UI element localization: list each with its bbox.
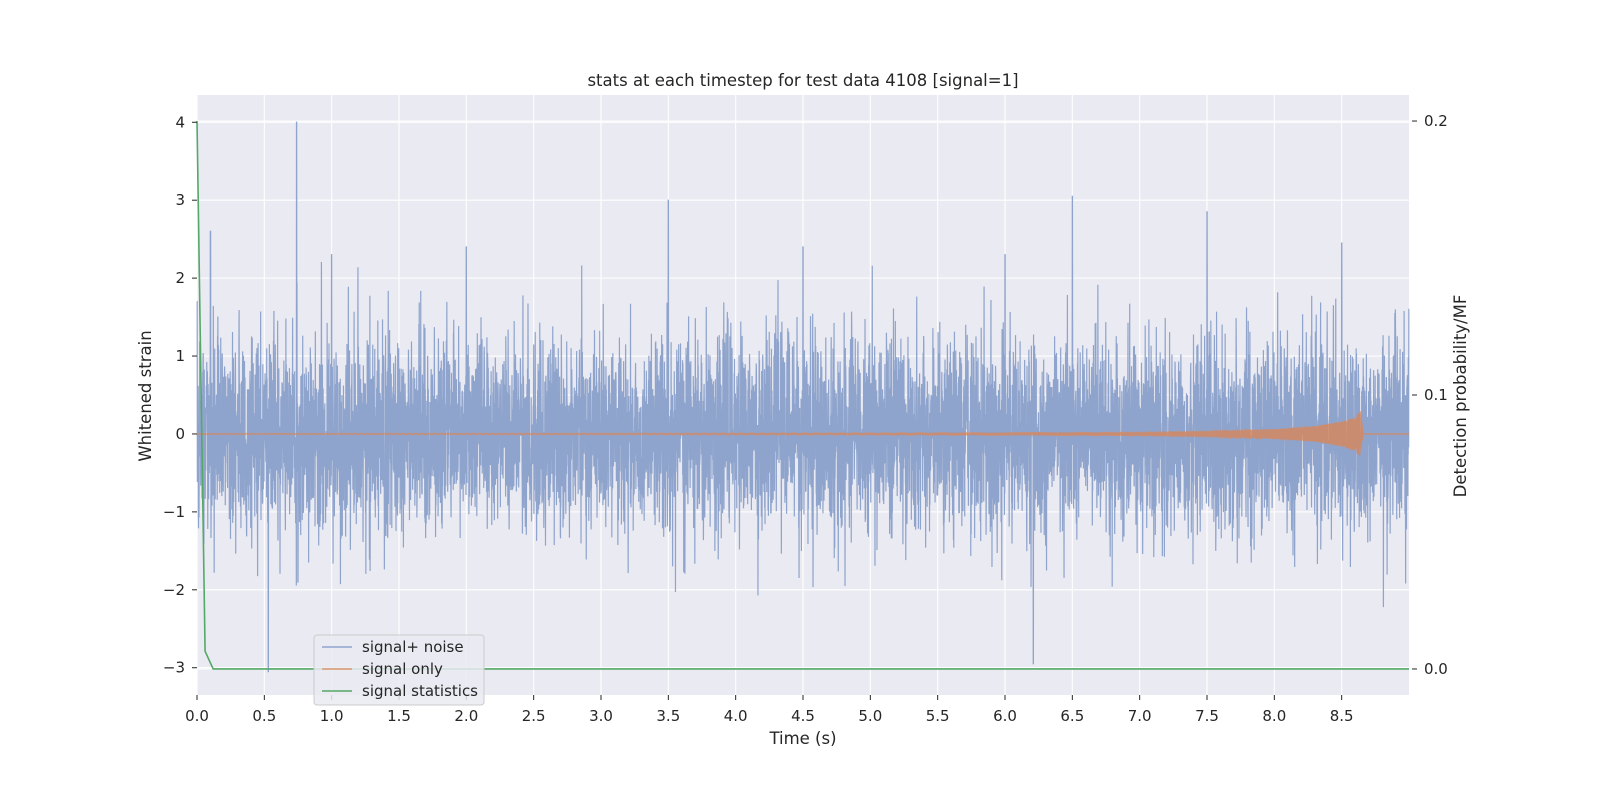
- legend: signal+ noise signal only signal statist…: [313, 634, 485, 706]
- x-tick-label: 2.5: [522, 707, 546, 725]
- x-tick-label: 0.5: [252, 707, 276, 725]
- legend-label-signal-noise: signal+ noise: [362, 638, 464, 656]
- x-tick-label: 0.0: [185, 707, 209, 725]
- signal-noise-line: [196, 121, 1410, 673]
- signal-only-line: [196, 411, 1409, 457]
- x-tick-label: 3.0: [589, 707, 613, 725]
- x-tick-label: 1.0: [320, 707, 344, 725]
- x-tick-label: 6.5: [1060, 707, 1084, 725]
- x-tick-label: 7.0: [1128, 707, 1152, 725]
- y-tick-label: 3: [175, 191, 185, 209]
- legend-label-signal-statistics: signal statistics: [362, 682, 478, 700]
- x-tick-label: 1.5: [387, 707, 411, 725]
- x-tick-label: 8.0: [1262, 707, 1286, 725]
- x-tick-label: 5.5: [926, 707, 950, 725]
- signal-statistics-series: [196, 121, 1409, 670]
- x-tick-label: 4.0: [724, 707, 748, 725]
- y2-axis-ticks: 0.0 0.1 0.2: [1412, 112, 1448, 678]
- x-tick-label: 4.5: [791, 707, 815, 725]
- y-axis-label: Whitened strain: [136, 330, 155, 461]
- signal-statistics-line: [196, 121, 1409, 670]
- x-tick-label: 7.5: [1195, 707, 1219, 725]
- legend-box: [313, 634, 485, 706]
- y-tick-label: 1: [175, 347, 185, 365]
- y-tick-label: −1: [163, 503, 185, 521]
- x-tick-label: 3.5: [656, 707, 680, 725]
- y-tick-label: 0: [175, 425, 185, 443]
- y2-tick-label: 0.0: [1424, 660, 1448, 678]
- signal-only-series: [196, 411, 1409, 457]
- y2-tick-label: 0.2: [1424, 112, 1448, 130]
- y-tick-label: 2: [175, 269, 185, 287]
- x-tick-label: 2.0: [454, 707, 478, 725]
- x-tick-label: 8.5: [1330, 707, 1354, 725]
- chart-title: stats at each timestep for test data 410…: [587, 71, 1018, 90]
- y-tick-label: −2: [163, 581, 185, 599]
- y-axis-ticks: −3 −2 −1 0 1 2 3 4: [163, 113, 197, 677]
- y2-axis-label: Detection probability/MF: [1451, 295, 1470, 498]
- y-tick-label: −3: [163, 659, 185, 677]
- legend-label-signal-only: signal only: [362, 660, 443, 678]
- y2-tick-label: 0.1: [1424, 386, 1448, 404]
- signal-noise-series: [196, 121, 1410, 673]
- x-axis-label: Time (s): [768, 729, 836, 748]
- x-tick-label: 6.0: [993, 707, 1017, 725]
- y-tick-label: 4: [175, 113, 185, 131]
- x-axis-ticks: 0.0 0.5 1.0 1.5 2.0 2.5 3.0 3.5 4.0 4.5 5.0 5.5 6.0 6…: [185, 695, 1354, 725]
- x-tick-label: 5.0: [858, 707, 882, 725]
